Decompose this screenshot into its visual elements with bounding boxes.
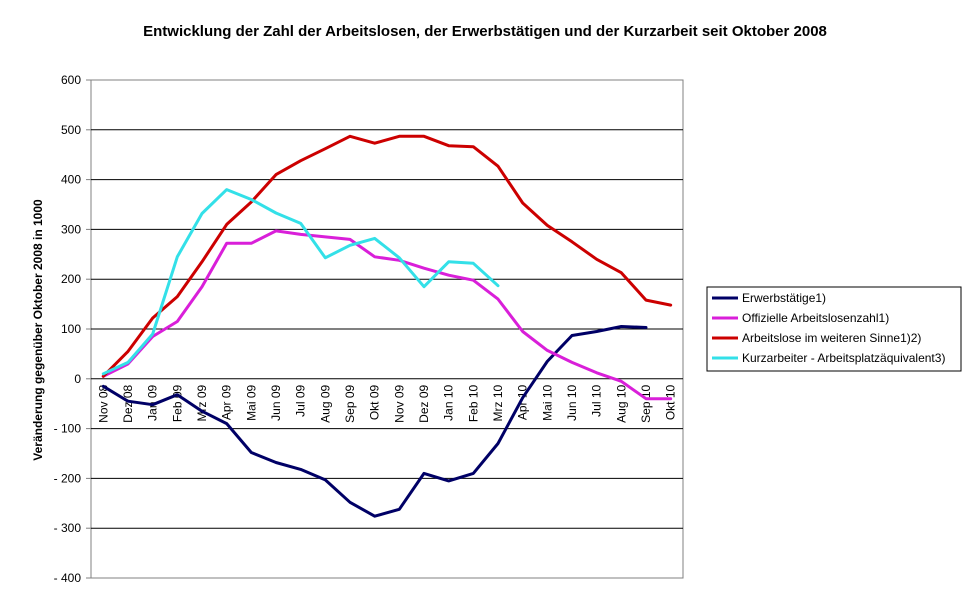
series-line-2	[101, 229, 673, 401]
x-tick-label: Mrz 10	[491, 384, 505, 421]
x-tick-label: Dez 08	[121, 384, 135, 422]
x-tick-label: Sep 09	[343, 384, 357, 422]
x-tick-label: Jul 10	[590, 384, 604, 416]
legend-label: Erwerbstätige1)	[742, 291, 826, 305]
x-tick-label: Jul 09	[294, 384, 308, 416]
legend: Erwerbstätige1) Offizielle Arbeitslosenza…	[706, 286, 962, 372]
y-tick-label: - 100	[54, 422, 82, 436]
x-tick-label: Dez 09	[417, 384, 431, 422]
x-tick-label: Jan 10	[442, 384, 456, 420]
series-lines	[101, 134, 673, 518]
x-tick-label: Feb 10	[466, 384, 480, 422]
y-tick-label: - 400	[54, 571, 82, 585]
y-axis-ticks: 600 500 400 300 200 100 0 - 100 - 200 - 300 - 400	[54, 73, 91, 585]
x-tick-label: Jun 09	[269, 384, 283, 420]
legend-label: Offizielle Arbeitslosenzahl1)	[742, 311, 889, 325]
x-tick-label: Apr 09	[220, 384, 234, 420]
y-tick-label: 300	[61, 222, 81, 236]
x-tick-label: Jan 09	[146, 384, 160, 420]
x-tick-label: Mrz 09	[195, 384, 209, 421]
y-tick-label: 100	[61, 322, 81, 336]
x-tick-label: Feb 09	[170, 384, 184, 422]
y-tick-label: 500	[61, 123, 81, 137]
x-tick-label: Nov 08	[96, 384, 110, 422]
series-line-4	[101, 188, 500, 376]
series-line-3	[101, 134, 673, 378]
y-tick-label: 600	[61, 73, 81, 87]
chart-title: Entwicklung der Zahl der Arbeitslosen, d…	[143, 23, 827, 40]
y-axis-label: Veränderung gegenüber Oktober 2008 in 10…	[31, 199, 45, 461]
x-tick-label: Okt 09	[368, 384, 382, 420]
x-tick-label: Aug 09	[318, 384, 332, 422]
legend-box	[706, 286, 962, 372]
legend-label: Kurzarbeiter - Arbeitsplatzäquivalent3)	[742, 351, 945, 365]
x-tick-label: Jun 10	[565, 384, 579, 420]
x-tick-label: Nov 09	[392, 384, 406, 422]
y-tick-label: 400	[61, 173, 81, 187]
y-tick-label: - 200	[54, 471, 82, 485]
x-tick-label: Okt 10	[664, 384, 678, 420]
y-tick-label: 200	[61, 272, 81, 286]
x-axis-ticks: Nov 08 Dez 08 Jan 09 Feb 09 Mrz 09 Apr 09 Mai …	[96, 384, 677, 422]
x-tick-label: Mai 10	[540, 384, 554, 420]
x-tick-label: Mai 09	[244, 384, 258, 420]
gridlines	[91, 129, 683, 529]
x-tick-label: Sep 10	[639, 384, 653, 422]
y-tick-label: 0	[74, 372, 81, 386]
x-tick-label: Aug 10	[614, 384, 628, 422]
legend-label: Arbeitslose im weiteren Sinne1)2)	[742, 331, 921, 345]
y-tick-label: - 300	[54, 521, 82, 535]
